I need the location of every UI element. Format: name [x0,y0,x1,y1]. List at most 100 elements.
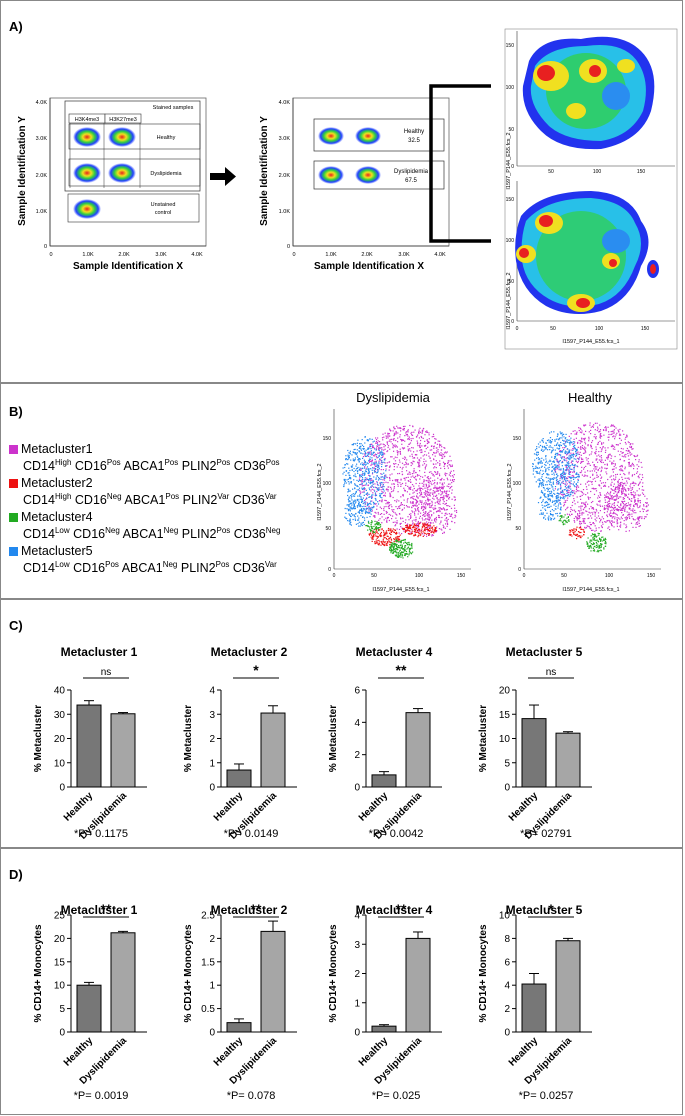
cell-point [556,445,557,446]
cell-point [427,487,428,488]
cell-point [638,476,639,477]
cell-point [557,436,558,437]
cell-point [416,523,417,524]
cell-point [410,501,411,502]
cell-point [423,514,424,515]
cell-point [385,534,386,535]
cell-point [551,486,552,487]
cell-point [441,517,442,518]
cell-point [435,456,436,457]
cell-point [548,469,549,470]
cell-point [611,523,612,524]
cell-point [428,522,429,523]
cell-point [421,507,422,508]
cell-point [640,525,641,526]
cell-point [618,430,619,431]
cell-point [566,478,567,479]
cell-point [400,430,401,431]
cell-point [555,464,556,465]
cell-point [605,452,606,453]
cell-point [375,513,376,514]
cell-point [600,495,601,496]
cell-point [565,442,566,443]
cell-point [590,506,591,507]
cell-point [572,472,573,473]
cell-point [596,547,597,548]
cell-point [604,464,605,465]
cell-point [376,466,377,467]
cell-point [552,450,553,451]
cell-point [585,450,586,451]
cell-point [364,488,365,489]
cell-point [355,452,356,453]
cell-point [596,436,597,437]
cell-point [357,499,358,500]
cell-point [583,534,584,535]
cell-point [347,459,348,460]
cell-point [401,444,402,445]
cell-point [567,498,568,499]
cell-point [617,488,618,489]
cell-point [569,443,570,444]
cell-point [558,481,559,482]
cell-point [621,448,622,449]
cell-point [351,503,352,504]
cell-point [359,446,360,447]
cell-point [569,477,570,478]
cell-point [397,556,398,557]
y-tick-label: 20 [54,734,66,745]
cell-point [387,539,388,540]
cell-point [439,446,440,447]
cell-point [539,447,540,448]
cell-point [371,453,372,454]
cell-point [634,497,635,498]
cell-point [443,503,444,504]
cell-point [350,490,351,491]
cell-point [553,510,554,511]
cell-point [446,520,447,521]
tsne-xtick: 0 [523,573,526,579]
cell-point [376,462,377,463]
cell-point [436,519,437,520]
cell-point [391,439,392,440]
cell-point [346,470,347,471]
p1-xtick: 0 [49,252,52,258]
cell-point [554,478,555,479]
cell-point [605,502,606,503]
cell-point [547,463,548,464]
cell-point [370,490,371,491]
cell-point [400,535,401,536]
cell-point [383,495,384,496]
cell-point [625,507,626,508]
cell-point [362,513,363,514]
dens-xtick: 150 [637,169,646,175]
cell-point [599,518,600,519]
cell-point [359,496,360,497]
cell-point [376,505,377,506]
cell-point [551,471,552,472]
cell-point [590,471,591,472]
cell-point [629,479,630,480]
cell-point [362,448,363,449]
significance-label: ** [251,901,262,917]
cell-point [376,495,377,496]
cell-point [370,503,371,504]
cell-point [533,470,534,471]
cell-point [360,464,361,465]
cell-point [349,457,350,458]
cell-point [560,484,561,485]
cell-point [429,499,430,500]
cell-point [566,485,567,486]
cell-point [631,464,632,465]
cell-point [368,509,369,510]
cell-point [393,483,394,484]
cell-point [569,530,570,531]
cell-point [407,435,408,436]
cell-point [382,454,383,455]
cell-point [625,467,626,468]
p1-ytick: 2.0K [36,173,48,179]
cell-point [377,542,378,543]
cell-point [385,470,386,471]
p2-healthy-pct: 32.5 [408,138,420,144]
cell-point [633,468,634,469]
